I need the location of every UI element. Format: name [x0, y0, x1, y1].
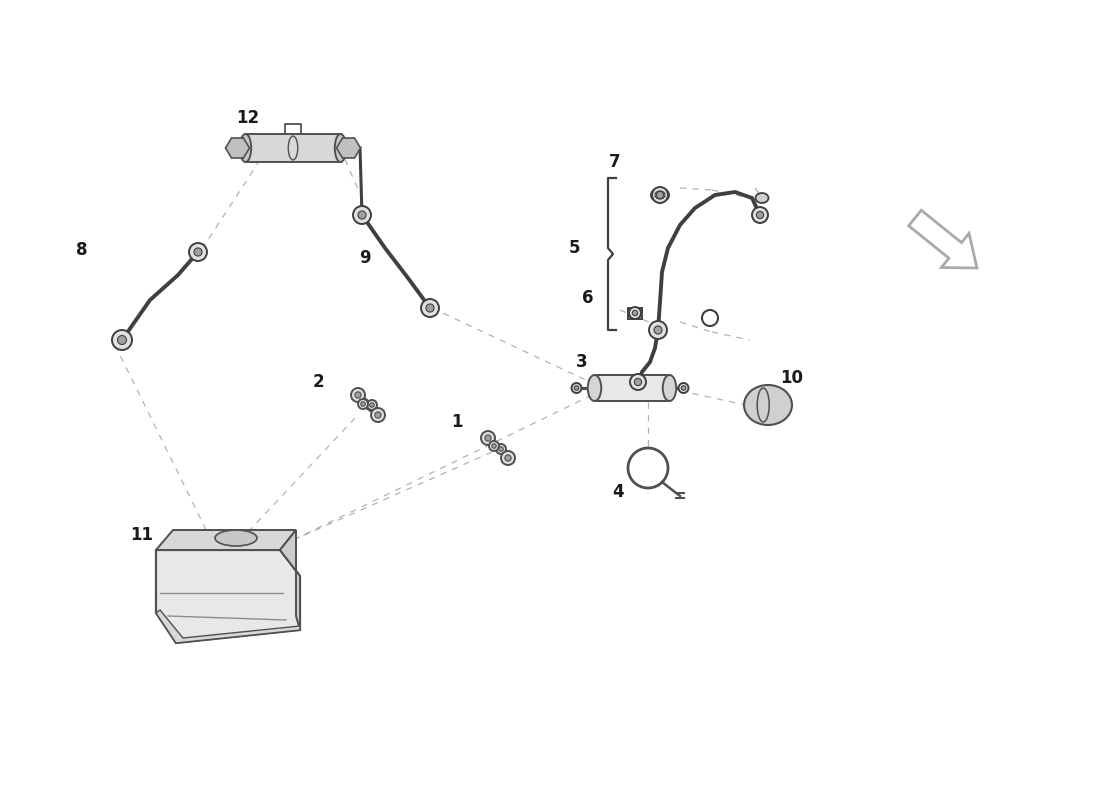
Text: 8: 8 [76, 241, 88, 259]
Polygon shape [337, 138, 361, 158]
Circle shape [505, 455, 512, 461]
Circle shape [485, 435, 491, 441]
Circle shape [574, 386, 579, 390]
Circle shape [657, 191, 663, 198]
Circle shape [500, 451, 515, 465]
Polygon shape [156, 550, 300, 643]
Text: 9: 9 [360, 249, 371, 267]
Circle shape [370, 402, 374, 407]
Text: 7: 7 [609, 153, 620, 171]
Text: 4: 4 [613, 483, 624, 501]
Text: 3: 3 [576, 353, 587, 371]
Circle shape [375, 412, 381, 418]
Circle shape [652, 187, 668, 203]
Ellipse shape [662, 375, 676, 401]
Circle shape [481, 431, 495, 445]
Circle shape [426, 304, 434, 312]
Circle shape [632, 310, 638, 316]
Circle shape [629, 307, 641, 319]
Circle shape [572, 383, 582, 393]
Polygon shape [156, 610, 300, 643]
Ellipse shape [651, 188, 669, 202]
Circle shape [358, 211, 366, 219]
Bar [628, 308, 642, 319]
Polygon shape [156, 530, 296, 550]
Text: 11: 11 [131, 526, 154, 544]
Text: 1: 1 [451, 413, 463, 431]
Circle shape [118, 335, 127, 345]
Ellipse shape [756, 193, 769, 203]
Circle shape [635, 378, 641, 386]
Ellipse shape [214, 530, 257, 546]
Circle shape [679, 383, 689, 393]
Circle shape [490, 441, 499, 451]
Circle shape [496, 444, 506, 454]
Circle shape [112, 330, 132, 350]
Text: 5: 5 [570, 239, 581, 257]
Circle shape [492, 444, 496, 448]
Text: 2: 2 [312, 373, 323, 391]
Circle shape [630, 374, 646, 390]
Text: 12: 12 [236, 109, 260, 127]
Text: 10: 10 [781, 369, 803, 387]
Circle shape [498, 446, 504, 451]
Circle shape [421, 299, 439, 317]
Circle shape [649, 321, 667, 339]
Text: 6: 6 [582, 289, 594, 307]
Circle shape [355, 392, 361, 398]
Circle shape [358, 399, 368, 409]
Bar [594, 375, 670, 401]
Circle shape [681, 386, 685, 390]
Circle shape [189, 243, 207, 261]
Circle shape [371, 408, 385, 422]
Circle shape [367, 400, 377, 410]
Circle shape [757, 211, 763, 218]
Bar [245, 134, 341, 162]
Ellipse shape [334, 134, 346, 162]
Polygon shape [280, 530, 300, 630]
Ellipse shape [587, 375, 602, 401]
Circle shape [353, 206, 371, 224]
Circle shape [653, 326, 662, 334]
Circle shape [752, 207, 768, 223]
Circle shape [361, 402, 365, 406]
Ellipse shape [744, 385, 792, 425]
Circle shape [194, 248, 202, 256]
Circle shape [351, 388, 365, 402]
Ellipse shape [240, 134, 251, 162]
Polygon shape [226, 138, 250, 158]
